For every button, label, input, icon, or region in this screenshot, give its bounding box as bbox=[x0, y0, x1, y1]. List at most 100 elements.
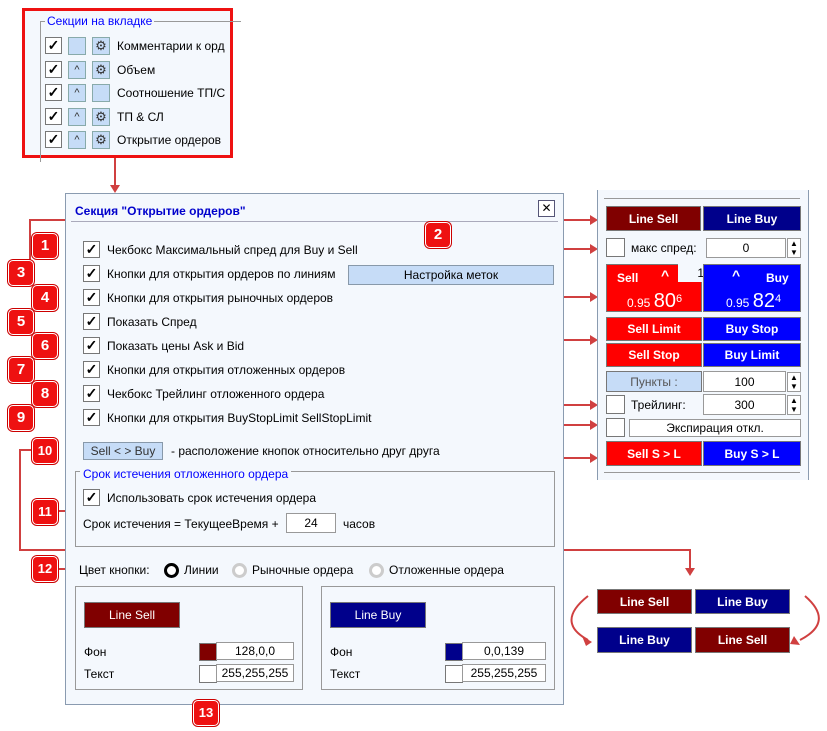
callout-badge: 13 bbox=[193, 700, 219, 726]
expiry-unit: часов bbox=[343, 517, 376, 531]
buy-label: Buy bbox=[766, 271, 789, 285]
move-up-icon[interactable]: ^ bbox=[68, 84, 86, 102]
line-sell-button[interactable]: Line Sell bbox=[606, 206, 701, 231]
option-checkbox[interactable]: ✓ bbox=[83, 409, 100, 426]
section-checkbox[interactable]: ✓ bbox=[45, 37, 62, 54]
swap-button[interactable]: Sell < > Buy bbox=[83, 442, 163, 460]
points-button[interactable]: Пункты : bbox=[606, 371, 702, 392]
expiry-legend: Срок истечения отложенного ордера bbox=[80, 467, 292, 481]
text-color-swatch[interactable] bbox=[199, 665, 217, 683]
dialog-title: Секция "Открытие ордеров" bbox=[75, 204, 246, 218]
label-settings-button[interactable]: Настройка меток bbox=[348, 265, 554, 285]
option-label: Кнопки для открытия рыночных ордеров bbox=[107, 291, 334, 305]
section-checkbox[interactable]: ✓ bbox=[45, 60, 62, 78]
callout-badge: 4 bbox=[32, 285, 58, 311]
gear-icon[interactable]: ⚙ bbox=[92, 37, 110, 55]
callout-badge: 8 bbox=[32, 381, 58, 407]
section-label: Объем bbox=[117, 62, 156, 77]
line-sell-preview: Line Sell bbox=[84, 602, 180, 628]
sell-label: Sell bbox=[617, 271, 639, 285]
buy-arrow-icon: ^ bbox=[732, 267, 741, 283]
sell-stop-button[interactable]: Sell Stop bbox=[606, 343, 702, 367]
callout-badge: 9 bbox=[8, 405, 34, 431]
color-radio[interactable] bbox=[369, 563, 384, 578]
text-color-swatch[interactable] bbox=[445, 665, 463, 683]
option-checkbox[interactable]: ✓ bbox=[83, 361, 100, 378]
trailing-spinner[interactable]: ▲ ▼ bbox=[787, 395, 801, 415]
color-radio[interactable] bbox=[164, 563, 179, 578]
expiry-hours-input[interactable]: 24 bbox=[286, 513, 336, 533]
option-checkbox[interactable]: ✓ bbox=[83, 337, 100, 354]
text-color-input[interactable]: 255,255,255 bbox=[216, 664, 294, 682]
callout-badge: 10 bbox=[32, 438, 58, 464]
option-checkbox[interactable]: ✓ bbox=[83, 241, 100, 258]
option-checkbox[interactable]: ✓ bbox=[83, 265, 100, 282]
points-input[interactable]: 100 bbox=[703, 371, 786, 392]
section-checkbox[interactable]: ✓ bbox=[45, 84, 62, 101]
text-label: Текст bbox=[84, 667, 115, 681]
line-buy-preview: Line Buy bbox=[330, 602, 426, 628]
gear-icon[interactable]: ⚙ bbox=[92, 131, 110, 149]
color-radio-label: Линии bbox=[184, 563, 219, 577]
sell-limit-button[interactable]: Sell Limit bbox=[606, 317, 702, 341]
callout-badge: 11 bbox=[32, 499, 58, 525]
callout-badge: 1 bbox=[32, 233, 58, 259]
callout-badge: 6 bbox=[32, 333, 58, 359]
line-buy-button[interactable]: Line Buy bbox=[703, 206, 801, 231]
trailing-input[interactable]: 300 bbox=[703, 394, 786, 415]
buy-stop-button[interactable]: Buy Stop bbox=[703, 317, 801, 341]
bg-color-swatch[interactable] bbox=[445, 643, 463, 661]
demo-line-sell: Line Sell bbox=[597, 589, 692, 614]
option-label: Кнопки для открытия BuyStopLimit SellSto… bbox=[107, 411, 372, 425]
max-spread-spinner[interactable]: ▲ ▼ bbox=[787, 238, 801, 258]
bg-color-input[interactable]: 128,0,0 bbox=[216, 642, 294, 660]
bg-color-swatch[interactable] bbox=[199, 643, 217, 661]
ask-big: 82 bbox=[752, 290, 775, 312]
move-up-icon[interactable]: ^ bbox=[68, 60, 86, 79]
trailing-checkbox[interactable] bbox=[606, 395, 625, 414]
use-expiry-checkbox[interactable]: ✓ bbox=[83, 489, 100, 506]
section-dialog: Секция "Открытие ордеров" ✕ ✓ Чекбокс Ма… bbox=[65, 193, 564, 705]
sell-stop-limit-button[interactable]: Sell S > L bbox=[606, 441, 702, 466]
expiry-checkbox[interactable] bbox=[606, 418, 625, 437]
swap-description: - расположение кнопок относительно друг … bbox=[171, 444, 440, 458]
bid-big: 80 bbox=[653, 290, 676, 312]
max-spread-input[interactable]: 0 bbox=[706, 238, 786, 258]
option-label: Кнопки для открытия ордеров по линиям bbox=[107, 267, 336, 281]
section-label: Соотношение ТП/С bbox=[117, 86, 226, 100]
section-checkbox[interactable]: ✓ bbox=[45, 107, 62, 125]
points-spinner[interactable]: ▲ ▼ bbox=[787, 372, 801, 392]
demo-line-buy-swapped: Line Buy bbox=[597, 627, 692, 653]
gear-icon[interactable]: ⚙ bbox=[92, 107, 110, 126]
trade-panel: Line Sell Line Buy макс спред: 0 ▲ ▼ Sell… bbox=[597, 190, 809, 480]
max-spread-checkbox[interactable] bbox=[606, 238, 625, 257]
buy-stop-limit-button[interactable]: Buy S > L bbox=[703, 441, 801, 466]
gear-icon[interactable]: ⚙ bbox=[92, 60, 110, 79]
move-placeholder[interactable] bbox=[68, 37, 86, 55]
expiry-group bbox=[75, 471, 555, 547]
use-expiry-label: Использовать срок истечения ордера bbox=[107, 491, 317, 505]
close-button[interactable]: ✕ bbox=[538, 200, 555, 217]
move-up-icon[interactable]: ^ bbox=[68, 131, 86, 149]
section-label: Открытие ордеров bbox=[117, 133, 222, 147]
buy-market-button[interactable]: ^ Buy 0.95 824 bbox=[703, 264, 801, 312]
option-checkbox[interactable]: ✓ bbox=[83, 313, 100, 330]
buy-limit-button[interactable]: Buy Limit bbox=[703, 343, 801, 367]
section-checkbox[interactable]: ✓ bbox=[45, 131, 62, 148]
color-radio[interactable] bbox=[232, 563, 247, 578]
option-label: Чекбокс Трейлинг отложенного ордера bbox=[107, 387, 325, 401]
text-label: Текст bbox=[330, 667, 361, 681]
option-label: Кнопки для открытия отложенных ордеров bbox=[107, 363, 346, 377]
option-checkbox[interactable]: ✓ bbox=[83, 289, 100, 306]
gear-placeholder[interactable] bbox=[92, 84, 110, 102]
option-checkbox[interactable]: ✓ bbox=[83, 385, 100, 402]
move-up-icon[interactable]: ^ bbox=[68, 107, 86, 126]
demo-line-sell-swapped: Line Sell bbox=[695, 627, 790, 653]
bg-label: Фон bbox=[330, 645, 353, 659]
tab-sections-legend: Секции на вкладке bbox=[45, 14, 155, 28]
expiry-formula: Срок истечения = ТекущееВремя + bbox=[83, 517, 279, 531]
callout-badge: 2 bbox=[425, 222, 451, 248]
bg-color-input[interactable]: 0,0,139 bbox=[462, 642, 546, 660]
text-color-input[interactable]: 255,255,255 bbox=[462, 664, 546, 682]
expiry-button[interactable]: Экспирация откл. bbox=[629, 419, 801, 437]
